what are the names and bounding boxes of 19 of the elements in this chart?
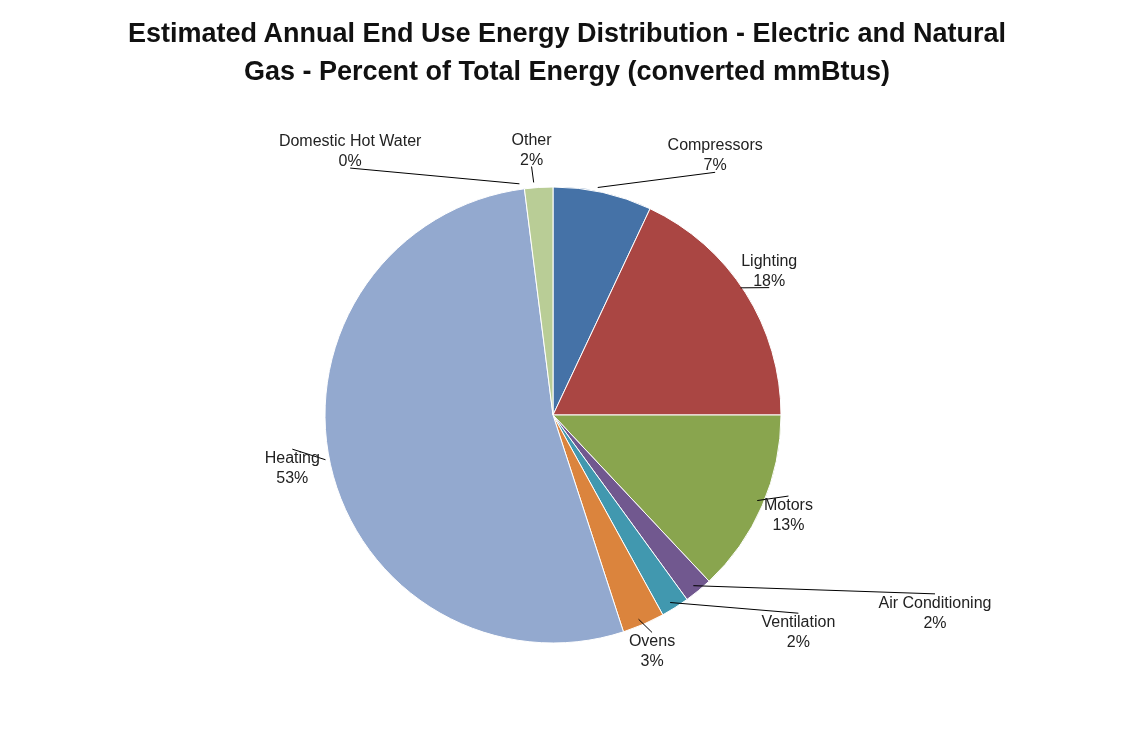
- slice-label: Lighting: [741, 251, 798, 269]
- slice-label: Heating: [264, 449, 320, 467]
- data-label: 2%: [519, 150, 544, 168]
- slice-label: Air Conditioning: [878, 593, 992, 611]
- data-label: 3%: [640, 652, 664, 670]
- data-label: 53%: [276, 469, 309, 487]
- slice-label: Ventilation: [761, 613, 836, 631]
- data-label: 7%: [703, 156, 727, 174]
- slice-label: Motors: [764, 496, 813, 514]
- data-label: 13%: [772, 516, 805, 534]
- slice-label: Compressors: [667, 136, 763, 154]
- data-label: 2%: [786, 633, 810, 651]
- slice-label: Ovens: [628, 632, 676, 650]
- text: 0%: [338, 152, 362, 170]
- chart-title: Estimated Annual End Use Energy Distribution - Electric and Natural Gas - Percent of Total Energy (converted mmBtus): [126, 17, 1008, 88]
- data-label: 2%: [923, 613, 947, 631]
- category-label: Domestic Hot Water: [278, 132, 422, 150]
- slice-label: Other: [511, 130, 553, 148]
- data-label: 18%: [753, 271, 786, 289]
